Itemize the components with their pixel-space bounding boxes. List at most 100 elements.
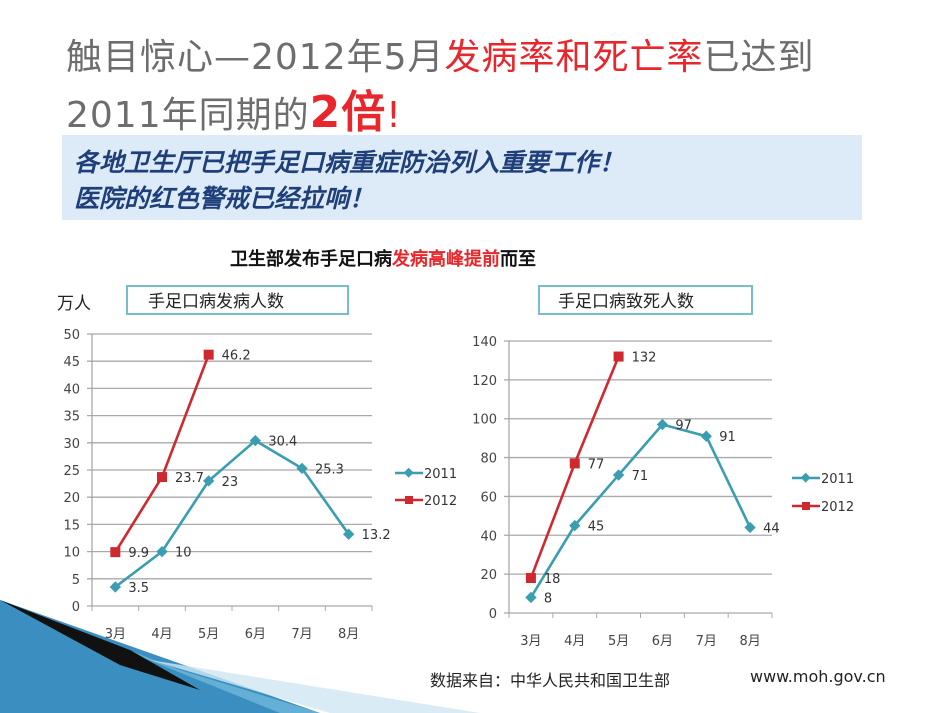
chart-1: 0 5 10 15 20 25 30 35 40 45 50 3月 4月 5月 6月 7月 8月 3.5 10 23 3… xyxy=(63,328,457,642)
data-point-2011 xyxy=(156,545,168,558)
y-tick-label: 50 xyxy=(63,328,80,343)
x-tick-label: 7月 xyxy=(291,627,312,642)
data-label-2011: 10 xyxy=(175,546,192,561)
chart-2: 0 20 40 60 80 100 120 140 3月 4月 5月 6月 7月 8月 8 45 71 97 91 4… xyxy=(472,335,854,649)
x-tick-label: 8月 xyxy=(338,627,359,642)
y-tick-label: 140 xyxy=(472,335,497,350)
chart2-title-box: 手足口病致死人数 xyxy=(538,285,753,315)
banner-line1: 各地卫生厅已把手足口病重症防治列入重要工作！ xyxy=(74,148,625,177)
x-tick-label: 7月 xyxy=(696,634,717,649)
slide-title-line2: 2011年同期的2倍! xyxy=(66,76,402,140)
unit-label: 万人 xyxy=(57,294,91,314)
y-tick-label: 80 xyxy=(480,452,497,467)
legend-label-2012: 2012 xyxy=(821,500,854,515)
data-label-2012: 18 xyxy=(544,572,561,587)
legend-marker xyxy=(800,472,811,483)
data-label-2011: 30.4 xyxy=(268,435,297,450)
series-line-2011 xyxy=(114,439,350,588)
x-tick-label: 3月 xyxy=(520,634,541,649)
data-point-2011 xyxy=(569,519,581,532)
y-tick-label: 20 xyxy=(480,568,497,583)
data-point-2011 xyxy=(296,462,308,475)
data-label-2011: 3.5 xyxy=(128,581,149,596)
legend-marker xyxy=(403,467,414,478)
data-point-2012 xyxy=(569,458,580,469)
legend-label-2011: 2011 xyxy=(424,467,457,482)
data-label-2011: 44 xyxy=(763,522,780,537)
data-point-2012 xyxy=(203,349,214,360)
data-point-2012 xyxy=(613,351,624,362)
y-tick-label: 30 xyxy=(63,437,80,452)
x-tick-label: 8月 xyxy=(739,634,760,649)
subtitle-text: 而至 xyxy=(500,249,536,270)
x-tick-label: 4月 xyxy=(564,634,585,649)
data-point-2011 xyxy=(203,475,215,487)
data-point-2011 xyxy=(343,528,355,540)
legend-marker xyxy=(802,502,810,510)
legend-marker xyxy=(405,496,413,504)
data-point-2011 xyxy=(656,418,669,431)
title-text: 已达到 xyxy=(703,37,815,78)
data-source: 数据来自：中华人民共和国卫生部 xyxy=(430,671,671,690)
data-label-2011: 8 xyxy=(544,591,552,606)
y-tick-label: 25 xyxy=(63,464,80,479)
y-tick-label: 0 xyxy=(72,600,80,615)
title-highlight: 发病率和死亡率 xyxy=(444,37,704,78)
data-label-2011: 45 xyxy=(588,520,605,535)
y-tick-label: 45 xyxy=(63,355,80,370)
data-label-2011: 97 xyxy=(675,419,692,434)
chart1-title-box: 手足口病发病人数 xyxy=(126,285,349,315)
data-label-2012: 46.2 xyxy=(222,349,251,364)
legend-label-2012: 2012 xyxy=(424,494,457,509)
y-tick-label: 100 xyxy=(472,413,497,428)
data-point-2011 xyxy=(612,469,625,481)
y-tick-label: 10 xyxy=(63,546,80,561)
data-label-2012: 23.7 xyxy=(175,471,204,486)
y-tick-label: 5 xyxy=(72,573,80,588)
x-tick-label: 5月 xyxy=(608,634,629,649)
y-tick-label: 20 xyxy=(63,491,80,506)
series-line-2011 xyxy=(529,423,752,599)
x-tick-label: 5月 xyxy=(198,627,219,642)
data-label-2011: 91 xyxy=(719,430,736,445)
data-point-2011 xyxy=(744,521,756,534)
data-point-2012 xyxy=(110,547,121,558)
y-tick-label: 0 xyxy=(489,607,497,622)
data-point-2011 xyxy=(700,430,712,442)
y-tick-label: 60 xyxy=(480,490,497,505)
legend-label-2011: 2011 xyxy=(821,472,854,487)
y-tick-label: 35 xyxy=(63,410,80,425)
title-text: 2011年同期的 xyxy=(66,95,310,136)
title-text: ! xyxy=(386,95,402,136)
x-tick-label: 6月 xyxy=(245,627,266,642)
subtitle-highlight: 发病高峰提前 xyxy=(392,249,500,270)
y-tick-label: 120 xyxy=(472,374,497,389)
data-label-2011: 25.3 xyxy=(315,462,344,477)
y-tick-label: 40 xyxy=(63,382,80,397)
title-highlight: 2倍 xyxy=(309,87,387,138)
y-tick-label: 15 xyxy=(63,518,80,533)
slide-title-line1: 触目惊心—2012年5月发病率和死亡率已达到 xyxy=(66,28,815,80)
data-label-2012: 77 xyxy=(588,457,605,472)
x-tick-label: 4月 xyxy=(151,627,172,642)
banner-line2: 医院的红色警戒已经拉响！ xyxy=(74,184,375,213)
chart-section-title: 卫生部发布手足口病发病高峰提前而至 xyxy=(230,245,536,271)
data-label-2011: 71 xyxy=(632,469,649,484)
data-label-2011: 13.2 xyxy=(362,528,391,543)
data-point-2011 xyxy=(249,434,261,447)
subtitle-text: 卫生部发布手足口病 xyxy=(230,249,392,270)
data-label-2012: 132 xyxy=(632,351,657,366)
y-tick-label: 40 xyxy=(480,529,497,544)
corner-decoration xyxy=(0,600,480,713)
title-text: 触目惊心—2012年5月 xyxy=(66,37,445,78)
x-tick-label: 6月 xyxy=(652,634,673,649)
data-point-2012 xyxy=(525,573,536,584)
data-label-2011: 23 xyxy=(222,475,239,490)
data-point-2011 xyxy=(525,591,537,604)
alert-banner: 各地卫生厅已把手足口病重症防治列入重要工作！ 医院的红色警戒已经拉响！ xyxy=(62,135,862,220)
data-point-2012 xyxy=(157,472,167,483)
x-tick-label: 3月 xyxy=(105,627,126,642)
series-line-2012 xyxy=(114,354,210,553)
source-url[interactable]: www.moh.gov.cn xyxy=(750,667,886,686)
